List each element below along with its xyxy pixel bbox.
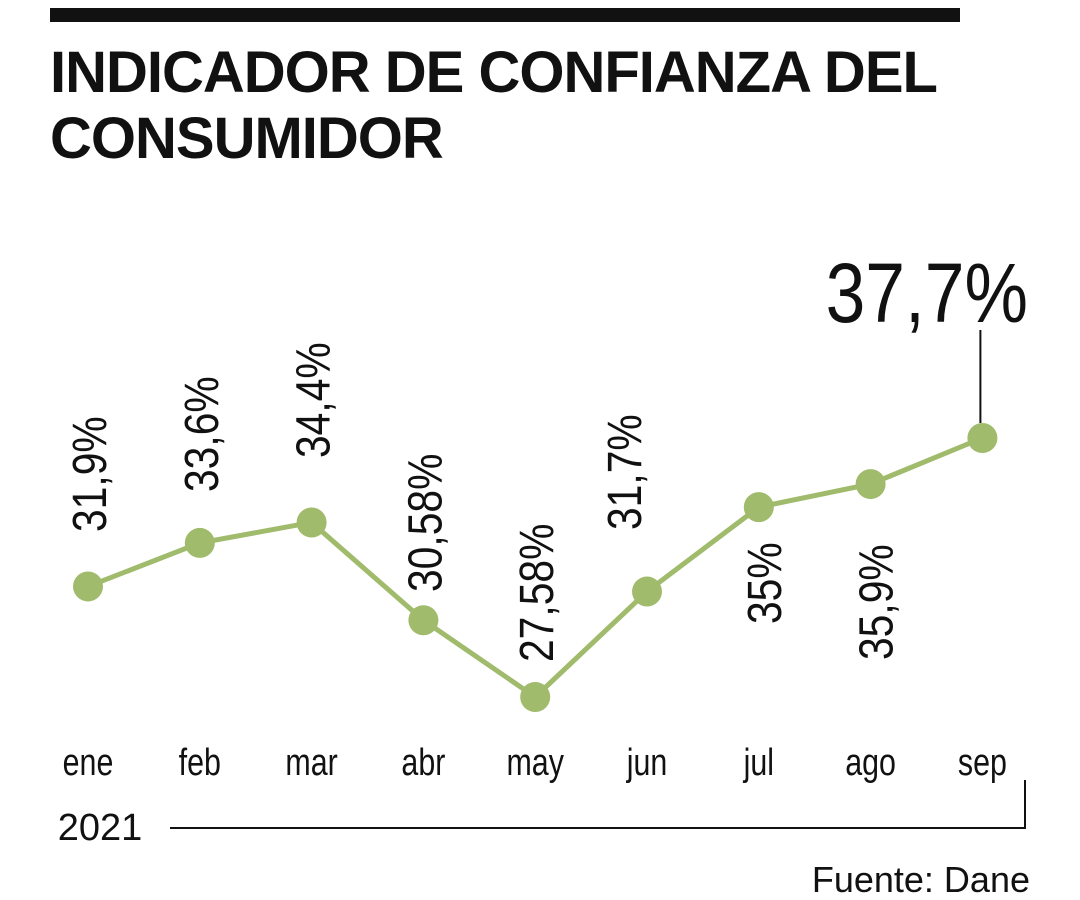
top-bar — [50, 8, 960, 22]
data-point — [967, 423, 998, 453]
data-point — [184, 527, 215, 558]
value-label: 31,9% — [64, 416, 117, 532]
data-point — [743, 492, 774, 523]
data-point — [296, 507, 327, 538]
value-label: 27,58% — [511, 524, 564, 662]
x-tick-label: sep — [958, 742, 1007, 784]
value-label: 33,6% — [176, 376, 229, 492]
x-tick-label: ene — [63, 742, 114, 784]
x-tick-label: may — [506, 742, 564, 784]
x-tick-label: ago — [845, 742, 896, 784]
chart-title: INDICADOR DE CONFIANZA DEL CONSUMIDOR — [50, 40, 937, 171]
x-tick-label: mar — [285, 742, 337, 784]
data-point — [408, 605, 439, 636]
value-label: 30,58% — [399, 454, 452, 592]
x-tick-label: jun — [626, 742, 667, 784]
value-label: 37,7% — [826, 245, 1028, 340]
x-tick-label: abr — [401, 742, 445, 784]
data-point — [520, 682, 551, 712]
x-tick-label: jul — [743, 742, 774, 784]
data-point — [73, 571, 103, 602]
axis-bracket — [170, 780, 1026, 829]
year-label: 2021 — [58, 807, 143, 849]
value-label: 31,7% — [599, 414, 652, 530]
data-point — [855, 469, 886, 500]
x-tick-label: feb — [179, 742, 221, 784]
value-label: 35% — [739, 542, 792, 624]
value-label: 34,4% — [288, 342, 341, 458]
value-label: 35,9% — [851, 544, 904, 660]
source: Fuente: Dane — [812, 859, 1030, 900]
data-point — [632, 576, 662, 607]
